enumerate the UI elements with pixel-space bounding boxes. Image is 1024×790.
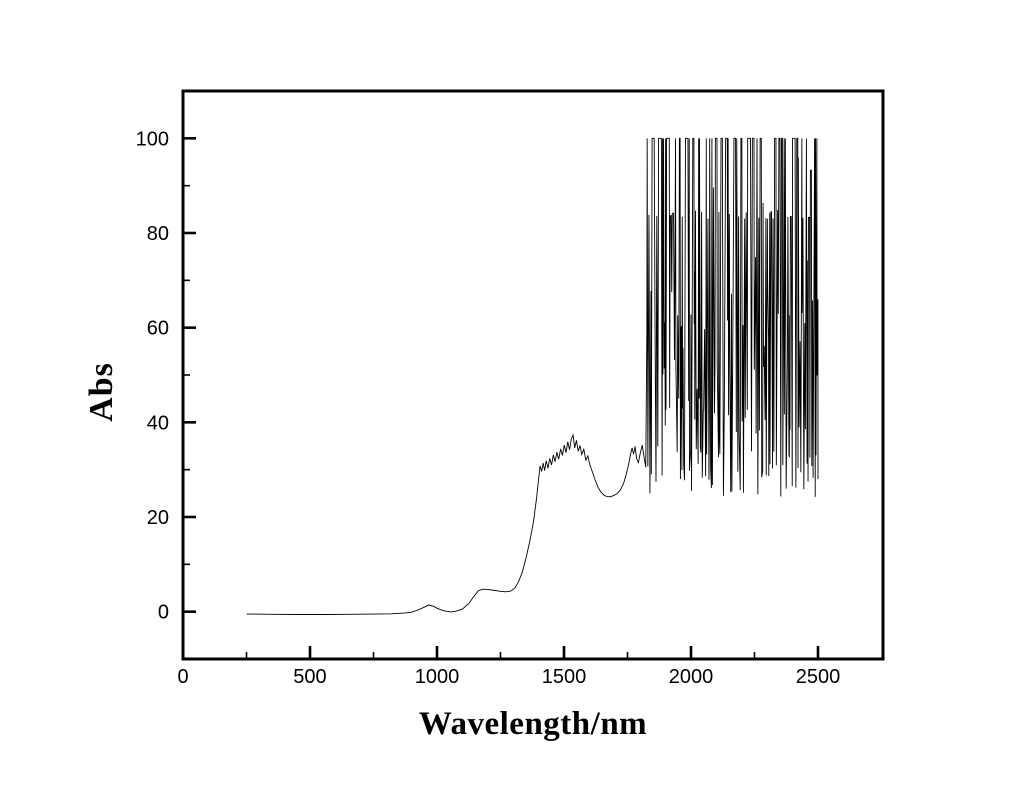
axis-ticks [181,137,820,659]
y-tick-label-100: 100 [136,128,169,150]
y-tick-label-60: 60 [147,318,169,340]
y-axis-title: Abs [83,362,120,422]
x-tick-label-1000: 1000 [415,666,460,688]
x-axis-title: Wavelength/nm [418,706,648,742]
x-tick-label-0: 0 [177,666,188,688]
y-tick-label-20: 20 [147,507,169,529]
x-tick-label-500: 500 [293,666,326,688]
plot-frame [181,89,885,661]
spectrum-curve [246,137,819,615]
y-tick-label-80: 80 [147,223,169,245]
x-tick-label-2500: 2500 [796,666,841,688]
y-tick-label-40: 40 [147,412,169,434]
x-tick-label-1500: 1500 [542,666,587,688]
y-tick-label-0: 0 [158,602,169,624]
x-tick-label-2000: 2000 [669,666,714,688]
